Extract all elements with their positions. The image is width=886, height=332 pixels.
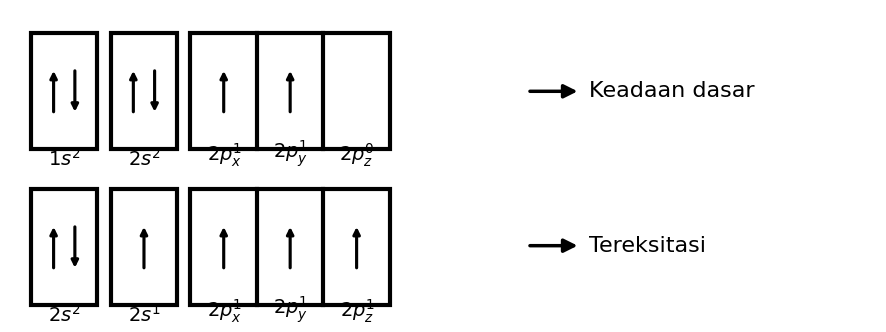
Text: $2p_x^1$: $2p_x^1$ (206, 142, 242, 169)
Text: Keadaan dasar: Keadaan dasar (589, 81, 755, 101)
Text: $1s^2$: $1s^2$ (49, 147, 81, 169)
Text: $2s^2$: $2s^2$ (128, 147, 160, 169)
Text: $2s^1$: $2s^1$ (128, 303, 161, 325)
Text: Tereksitasi: Tereksitasi (589, 236, 706, 256)
Bar (31, 189, 97, 305)
Bar (31, 33, 97, 149)
Bar (111, 33, 177, 149)
Text: $2s^2$: $2s^2$ (49, 303, 81, 325)
Bar (190, 33, 390, 149)
Text: $2p_z^1$: $2p_z^1$ (339, 298, 375, 325)
Text: $2p_y^1$: $2p_y^1$ (273, 139, 308, 169)
Text: $2p_y^1$: $2p_y^1$ (273, 295, 308, 325)
Bar (190, 189, 390, 305)
Text: $2p_z^0$: $2p_z^0$ (339, 142, 375, 169)
Text: $2p_x^1$: $2p_x^1$ (206, 298, 242, 325)
Bar (111, 189, 177, 305)
